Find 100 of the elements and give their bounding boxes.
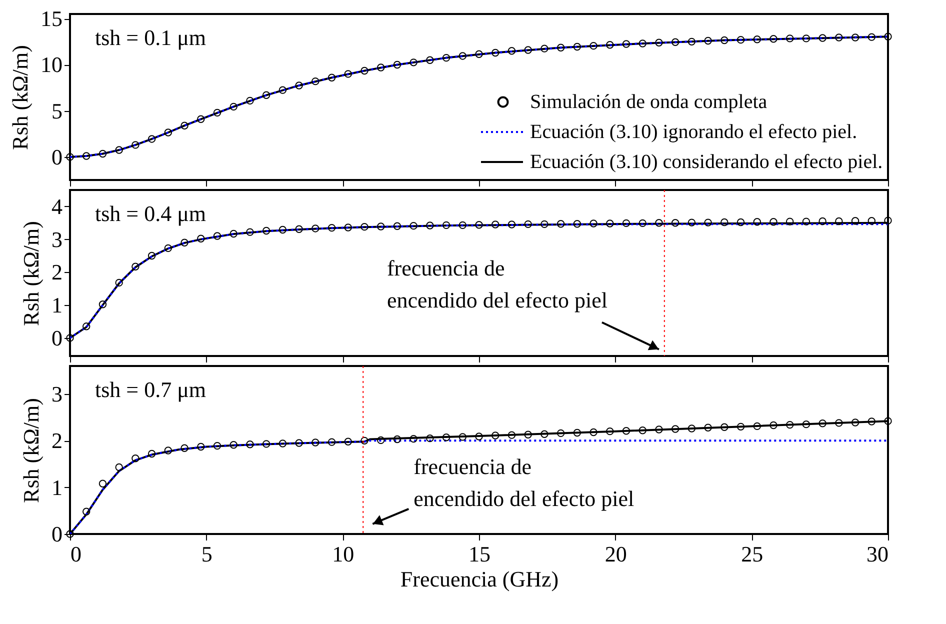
point [835, 34, 843, 42]
point [770, 218, 778, 226]
point [868, 33, 876, 41]
point [197, 234, 205, 242]
y-tick-label: 0 [52, 144, 62, 170]
point [442, 221, 450, 230]
point [148, 135, 156, 143]
point [720, 36, 728, 44]
point [115, 278, 123, 287]
y-tick-label: 5 [52, 98, 62, 124]
point [246, 96, 254, 105]
point [278, 226, 287, 234]
text: tsh = 0.4 μm [95, 201, 206, 226]
x-tick-label: 20 [604, 542, 627, 566]
point [802, 218, 810, 226]
y-tick-label: 15 [40, 6, 62, 32]
point [98, 300, 107, 308]
point [360, 66, 368, 75]
y-axis-title: Rsh (kΩ/m) [18, 398, 44, 503]
point [148, 252, 156, 260]
point [213, 232, 222, 240]
y-tick-label: 0 [52, 325, 62, 350]
point [458, 52, 466, 60]
x-tick-label: 15 [468, 542, 490, 566]
point [638, 219, 646, 228]
y-tick-label: 1 [52, 292, 62, 318]
point [132, 141, 140, 149]
point [786, 34, 794, 42]
legend-label: Ecuación (3.10) ignorando el efecto piel. [530, 121, 858, 143]
point [851, 34, 860, 42]
point [753, 218, 761, 226]
legend-label: Simulación de onda completa [530, 91, 768, 113]
x-axis-title: Frecuencia (GHz) [400, 566, 559, 592]
point [818, 217, 826, 226]
point [312, 77, 320, 86]
point [246, 228, 254, 236]
point [262, 226, 270, 235]
point [524, 46, 532, 54]
point [556, 220, 565, 228]
point [180, 238, 188, 246]
point [868, 217, 876, 225]
x-tick-label: 0 [70, 542, 82, 566]
point [410, 222, 418, 230]
point [638, 40, 646, 48]
point [442, 54, 450, 62]
point [230, 102, 238, 111]
y-tick-label: 1 [52, 474, 62, 500]
line-series [70, 440, 888, 534]
point [655, 219, 663, 227]
point [606, 220, 614, 228]
point [98, 150, 107, 158]
x-tick-label: 25 [741, 542, 764, 566]
point [688, 218, 696, 226]
point [344, 224, 352, 232]
point [622, 40, 630, 48]
legend-label: Ecuación (3.10) considerando el efecto piel. [530, 151, 883, 173]
point [180, 122, 188, 130]
point [492, 220, 500, 228]
point [312, 224, 320, 232]
point [671, 38, 680, 46]
point [295, 82, 303, 90]
x-tick-label: 5 [201, 542, 212, 566]
point [328, 224, 336, 232]
point [426, 222, 434, 230]
point [704, 218, 712, 226]
text: tsh = 0.1 μm [95, 25, 206, 50]
y-tick-label: 3 [52, 382, 62, 406]
point [164, 128, 172, 136]
point [197, 115, 205, 123]
y-axis-title: Rsh (kΩ/m) [18, 221, 44, 326]
point [344, 70, 352, 78]
point [655, 38, 663, 46]
point [540, 220, 548, 228]
point [884, 32, 892, 40]
point [786, 218, 794, 226]
point [590, 220, 598, 228]
point [376, 64, 385, 72]
point [475, 50, 483, 58]
point [851, 217, 860, 225]
point [736, 218, 745, 226]
point [393, 222, 402, 230]
point [115, 146, 123, 154]
y-tick-label: 2 [52, 428, 62, 454]
point [164, 244, 172, 252]
x-tick-label: 10 [332, 542, 354, 566]
point [753, 36, 761, 44]
point [393, 60, 402, 69]
point [376, 222, 385, 230]
point [82, 152, 90, 160]
point [492, 48, 500, 57]
point [556, 44, 565, 52]
point [410, 58, 418, 66]
point [884, 216, 892, 224]
point [835, 217, 843, 226]
point [132, 262, 140, 270]
point [524, 220, 532, 228]
point [82, 322, 90, 330]
point [590, 42, 598, 50]
annotation: frecuencia de encendido del efecto piel [386, 255, 608, 312]
point [622, 219, 630, 228]
